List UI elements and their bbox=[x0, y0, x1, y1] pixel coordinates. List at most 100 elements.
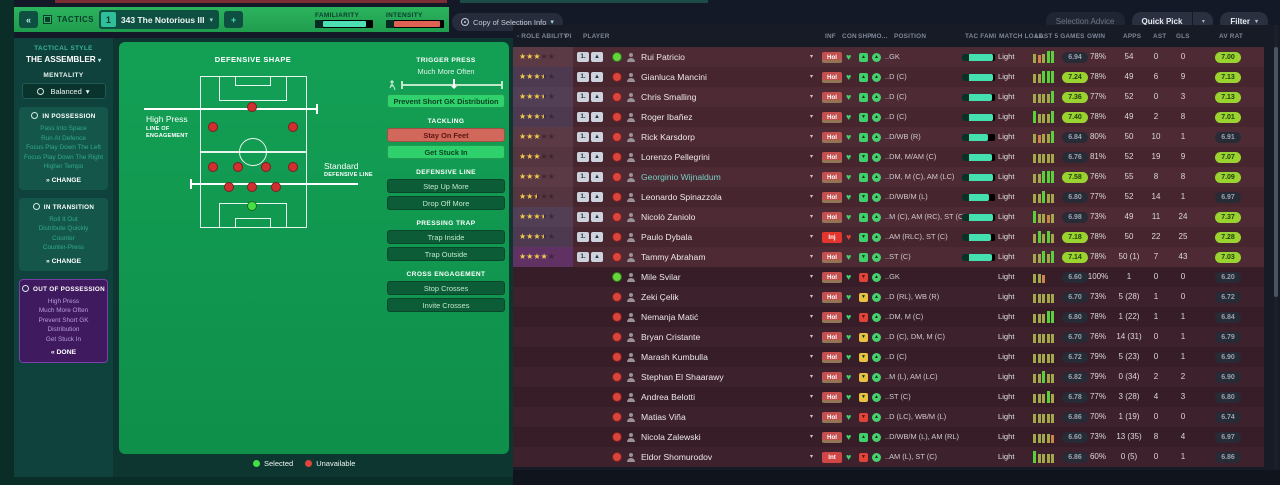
mentality-dropdown[interactable]: Balanced ▾ bbox=[21, 83, 106, 99]
individual-training-icon[interactable]: ▲ bbox=[591, 172, 603, 182]
table-row-eldor-shomurodov[interactable]: Eldor Shomurodov ▾ Int ♥ ▼ ▲ ..AM (L), ST (C) L… bbox=[513, 447, 1264, 467]
player-name[interactable]: Chris Smalling bbox=[641, 92, 697, 102]
individual-training-icon[interactable]: ▲ bbox=[591, 212, 603, 222]
row-chevron-icon[interactable]: ▾ bbox=[810, 334, 814, 340]
player-dot-unavailable[interactable] bbox=[208, 122, 218, 132]
press-button-prevent-short-gk-distribution[interactable]: Prevent Short GK Distribution bbox=[387, 94, 505, 108]
player-dot-unavailable[interactable] bbox=[233, 162, 243, 172]
column-header[interactable]: AV RAT bbox=[1219, 33, 1244, 40]
player-instructions-icon[interactable]: 1. bbox=[577, 92, 589, 102]
player-dot-unavailable[interactable] bbox=[261, 162, 271, 172]
player-instructions-icon[interactable]: 1. bbox=[577, 72, 589, 82]
player-dot-selected[interactable] bbox=[247, 201, 257, 211]
column-header[interactable]: INF bbox=[825, 33, 836, 40]
individual-training-icon[interactable]: ▲ bbox=[591, 152, 603, 162]
row-chevron-icon[interactable]: ▾ bbox=[810, 434, 814, 440]
table-row-nicola-zalewski[interactable]: Nicola Zalewski ▾ Hol ♥ ▲ ▲ ..D/WB/M (L), AM (… bbox=[513, 427, 1264, 447]
table-row-rick-karsdorp[interactable]: ★ ★ ★ ★ ★ 1. ▲ Rick Karsdorp ▾ Hol ♥ ▲ ▲ ..D/WB (R) Li… bbox=[513, 127, 1264, 147]
row-chevron-icon[interactable]: ▾ bbox=[810, 54, 814, 60]
row-chevron-icon[interactable]: ▾ bbox=[810, 234, 814, 240]
player-name[interactable]: Zeki Çelik bbox=[641, 292, 679, 302]
row-chevron-icon[interactable]: ▾ bbox=[810, 274, 814, 280]
table-row-rui-patricio[interactable]: ★ ★ ★ ★ ★ 1. ▲ Rui Patricio ▾ Hol ♥ ▲ ▲ ..GK Light 6.94… bbox=[513, 47, 1264, 67]
individual-training-icon[interactable]: ▲ bbox=[591, 252, 603, 262]
table-row-stephan-el-shaarawy[interactable]: Stephan El Shaarawy ▾ Hol ♥ ▼ ▲ ..M (L), AM (L… bbox=[513, 367, 1264, 387]
player-dot-unavailable[interactable] bbox=[247, 182, 257, 192]
row-chevron-icon[interactable]: ▾ bbox=[810, 354, 814, 360]
individual-training-icon[interactable]: ▲ bbox=[591, 192, 603, 202]
player-instructions-icon[interactable]: 1. bbox=[577, 172, 589, 182]
tactical-style-dropdown[interactable]: THE ASSEMBLER ▾ bbox=[26, 55, 101, 64]
player-name[interactable]: Bryan Cristante bbox=[641, 332, 701, 342]
row-chevron-icon[interactable]: ▾ bbox=[810, 214, 814, 220]
scrollbar-thumb[interactable] bbox=[1274, 47, 1278, 297]
table-row-roger-ibañez[interactable]: ★★★★★★1.▲Roger Ibañez▾Hol♥▼▲..D (C)Light… bbox=[513, 107, 1264, 127]
table-row-georginio-wijnaldum[interactable]: ★ ★ ★ ★ ★ 1. ▲ Georginio Wijnaldum ▾ Hol ♥ ▲ ▲ ..DM, … bbox=[513, 167, 1264, 187]
column-header[interactable]: MATCH LOAD bbox=[999, 33, 1044, 40]
column-header[interactable]: - ROLE ABILITY bbox=[517, 33, 568, 40]
table-row-mile-svilar[interactable]: Mile Svilar ▾ Hol ♥ ▼ ▲ ..GK Light 6.60 100% 1 0 0 6.… bbox=[513, 267, 1264, 287]
card-action-button[interactable]: « DONE bbox=[50, 349, 77, 356]
table-row-marash-kumbulla[interactable]: Marash Kumbulla ▾ Hol ♥ ▼ ▲ ..D (C) Light 6.72 79… bbox=[513, 347, 1264, 367]
player-instructions-icon[interactable]: 1. bbox=[577, 112, 589, 122]
player-name[interactable]: Marash Kumbulla bbox=[641, 352, 708, 362]
player-name[interactable]: Rui Patricio bbox=[641, 52, 685, 62]
column-header[interactable]: POSITION bbox=[894, 33, 927, 40]
row-chevron-icon[interactable]: ▾ bbox=[810, 394, 814, 400]
column-header[interactable]: PLAYER bbox=[583, 33, 610, 40]
player-name[interactable]: Paulo Dybala bbox=[641, 232, 693, 242]
column-header[interactable]: PI bbox=[565, 33, 572, 40]
slider-handle[interactable] bbox=[451, 79, 457, 89]
player-name[interactable]: Roger Ibañez bbox=[641, 112, 693, 122]
row-chevron-icon[interactable]: ▾ bbox=[810, 94, 814, 100]
press-button-step-up-more[interactable]: Step Up More bbox=[387, 179, 505, 193]
column-header[interactable]: AST bbox=[1153, 33, 1167, 40]
table-row-tammy-abraham[interactable]: ★ ★ ★ ★ ★ 1. ▲ Tammy Abraham ▾ Hol ♥ ▼ ▲ ..ST (C) Ligh… bbox=[513, 247, 1264, 267]
player-name[interactable]: Eldor Shomurodov bbox=[641, 452, 713, 462]
table-row-nicolò-zaniolo[interactable]: ★★★★★★1.▲Nicolò Zaniolo▾Hol♥▲▲..M (C), A… bbox=[513, 207, 1264, 227]
player-name[interactable]: Matias Viña bbox=[641, 412, 686, 422]
table-row-lorenzo-pellegrini[interactable]: ★ ★ ★ ★ ★ 1. ▲ Lorenzo Pellegrini ▾ Hol ♥ ▼ ▲ ..DM, M… bbox=[513, 147, 1264, 167]
table-row-paulo-dybala[interactable]: ★★★★★★1.▲Paulo Dybala▾Inj♥▼▲..AM (RLC), … bbox=[513, 227, 1264, 247]
player-name[interactable]: Tammy Abraham bbox=[641, 252, 706, 262]
player-dot-unavailable[interactable] bbox=[247, 102, 257, 112]
table-row-leonardo-spinazzola[interactable]: ★★★★★★1.▲Leonardo Spinazzola▾Hol♥▼▲..D/W… bbox=[513, 187, 1264, 207]
player-dot-unavailable[interactable] bbox=[224, 182, 234, 192]
column-header[interactable]: GWIN bbox=[1087, 33, 1106, 40]
table-row-zeki-çelik[interactable]: Zeki Çelik ▾ Hol ♥ ▼ ▲ ..D (RL), WB (R) Light 6.… bbox=[513, 287, 1264, 307]
player-instructions-icon[interactable]: 1. bbox=[577, 232, 589, 242]
player-name[interactable]: Nicolò Zaniolo bbox=[641, 212, 696, 222]
player-name[interactable]: Georginio Wijnaldum bbox=[641, 172, 721, 182]
player-name[interactable]: Gianluca Mancini bbox=[641, 72, 707, 82]
table-row-chris-smalling[interactable]: ★★★★★★1.▲Chris Smalling▾Hol♥▲▲..D (C)Lig… bbox=[513, 87, 1264, 107]
player-dot-unavailable[interactable] bbox=[208, 162, 218, 172]
player-instructions-icon[interactable]: 1. bbox=[577, 152, 589, 162]
row-chevron-icon[interactable]: ▾ bbox=[810, 154, 814, 160]
player-instructions-icon[interactable]: 1. bbox=[577, 212, 589, 222]
individual-training-icon[interactable]: ▲ bbox=[591, 132, 603, 142]
player-name[interactable]: Lorenzo Pellegrini bbox=[641, 152, 710, 162]
player-name[interactable]: Nemanja Matić bbox=[641, 312, 699, 322]
player-dot-unavailable[interactable] bbox=[288, 122, 298, 132]
column-header[interactable]: SHP bbox=[858, 33, 872, 40]
row-chevron-icon[interactable]: ▾ bbox=[810, 194, 814, 200]
player-name[interactable]: Mile Svilar bbox=[641, 272, 681, 282]
row-chevron-icon[interactable]: ▾ bbox=[810, 314, 814, 320]
player-name[interactable]: Rick Karsdorp bbox=[641, 132, 695, 142]
column-header[interactable]: MO... bbox=[871, 33, 888, 40]
table-row-bryan-cristante[interactable]: Bryan Cristante ▾ Hol ♥ ▼ ▲ ..D (C), DM, M (C)… bbox=[513, 327, 1264, 347]
press-button-trap-outside[interactable]: Trap Outside bbox=[387, 247, 505, 261]
individual-training-icon[interactable]: ▲ bbox=[591, 232, 603, 242]
press-button-trap-inside[interactable]: Trap Inside bbox=[387, 230, 505, 244]
row-chevron-icon[interactable]: ▾ bbox=[810, 374, 814, 380]
player-name[interactable]: Leonardo Spinazzola bbox=[641, 192, 722, 202]
row-chevron-icon[interactable]: ▾ bbox=[810, 174, 814, 180]
player-dot-unavailable[interactable] bbox=[288, 162, 298, 172]
row-chevron-icon[interactable]: ▾ bbox=[810, 454, 814, 460]
row-chevron-icon[interactable]: ▾ bbox=[810, 294, 814, 300]
table-row-nemanja-matić[interactable]: Nemanja Matić ▾ Hol ♥ ▼ ▲ ..DM, M (C) Light 6.80… bbox=[513, 307, 1264, 327]
trigger-press-slider[interactable] bbox=[387, 79, 505, 91]
individual-training-icon[interactable]: ▲ bbox=[591, 72, 603, 82]
column-header[interactable]: GLS bbox=[1176, 33, 1190, 40]
player-dot-unavailable[interactable] bbox=[271, 182, 281, 192]
